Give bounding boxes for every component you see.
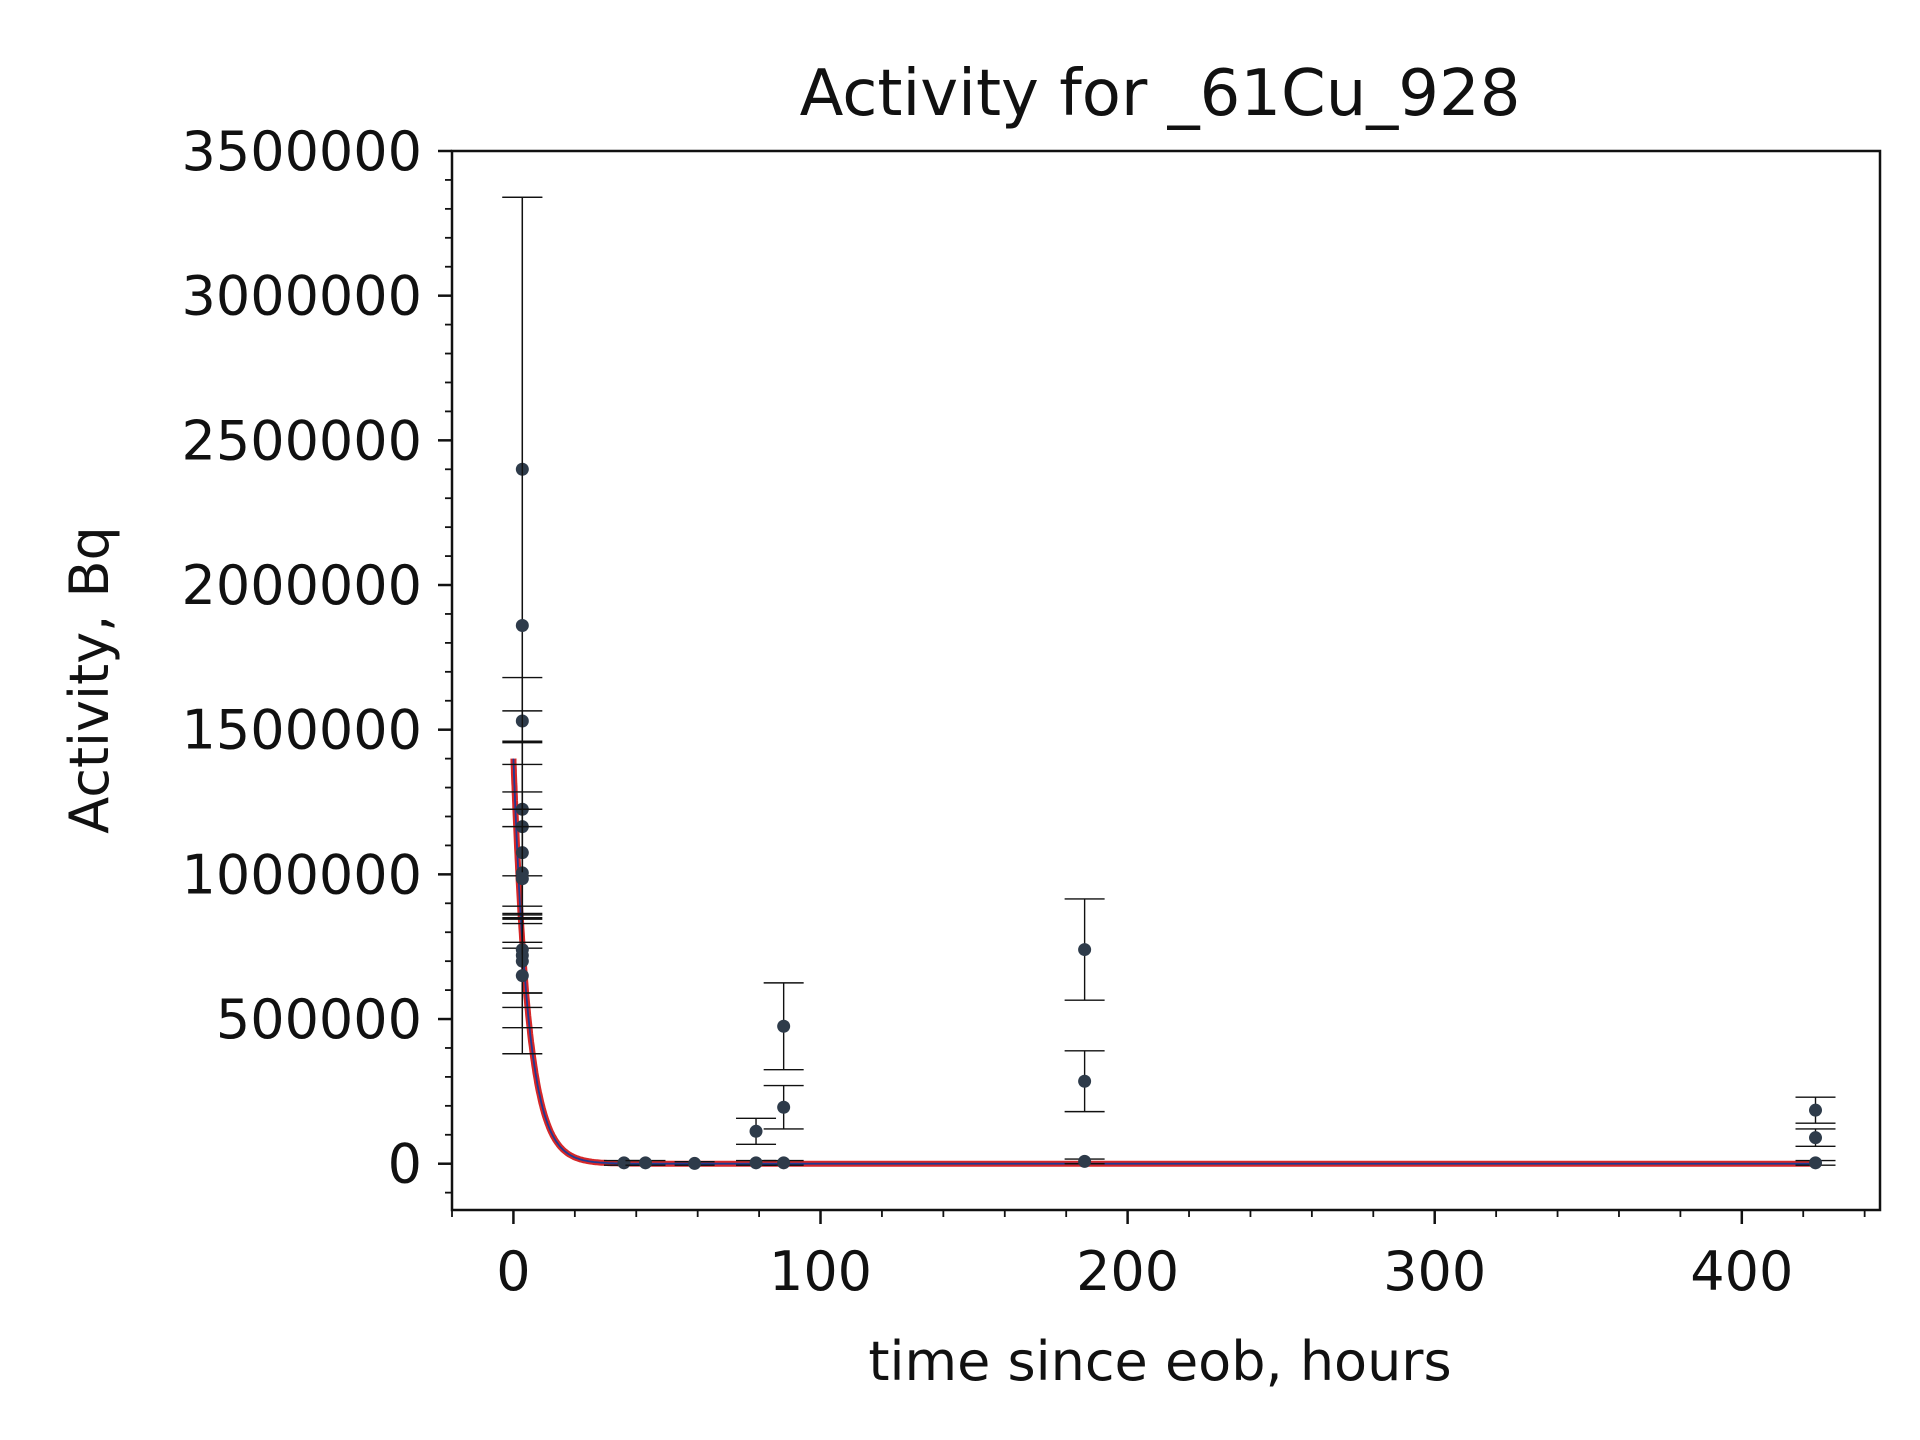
data-point [1078,1154,1092,1168]
data-point-group [763,982,804,1071]
data-point-group [625,1156,666,1170]
y-axis-label: Activity, Bq [58,526,121,834]
data-point-group [1795,1156,1836,1170]
x-tick-label: 100 [769,1240,872,1303]
data-point [749,1124,763,1138]
fit-line-inner [512,758,1816,1165]
y-axis-ticks: 0 500000 1000000 1500000 2000000 2500000 30000… [182,120,452,1196]
data-point-group [1064,1154,1105,1168]
y-tick-label: 2500000 [182,409,423,472]
data-point [1809,1131,1823,1145]
x-tick-label: 0 [496,1240,530,1303]
data-point [1809,1103,1823,1117]
x-tick-label: 400 [1690,1240,1793,1303]
data-point-group [502,922,543,1029]
data-point-group [763,1156,804,1170]
data-point [617,1156,631,1170]
plot-area [502,196,1836,1170]
plot-frame [450,149,1882,1212]
y-tick-label: 3500000 [182,120,423,183]
data-point [1809,1156,1823,1170]
data-point [515,872,529,886]
fit-line-outer [510,758,1816,1167]
data-point-group [1795,1128,1836,1148]
x-axis-label: time since eob, hours [868,1330,1451,1393]
x-axis-ticks: 0 100 200 300 400 [451,1210,1866,1303]
data-point [515,619,529,633]
data-point [515,969,529,983]
chart-title: Activity for _61Cu_928 [800,57,1521,131]
y-tick-label: 1500000 [182,699,423,762]
data-point-group [674,1156,715,1170]
data-point [777,1156,791,1170]
data-point [777,1019,791,1033]
data-point [1078,943,1092,957]
data-point-group [1064,898,1105,1001]
y-tick-label: 500000 [216,988,422,1051]
data-point [749,1156,763,1170]
x-tick-label: 200 [1076,1240,1179,1303]
data-point [777,1100,791,1114]
data-point [1078,1074,1092,1088]
data-point [688,1156,702,1170]
y-tick-label: 1000000 [182,843,423,906]
data-point-group [1064,1050,1105,1113]
y-tick-label: 2000000 [182,554,423,617]
data-point-group [763,1084,804,1130]
x-tick-label: 300 [1383,1240,1486,1303]
data-point [638,1156,652,1170]
y-tick-label: 3000000 [182,265,423,328]
y-tick-label: 0 [388,1133,422,1196]
data-point-group [1795,1096,1836,1124]
data-point-group [736,1117,777,1146]
